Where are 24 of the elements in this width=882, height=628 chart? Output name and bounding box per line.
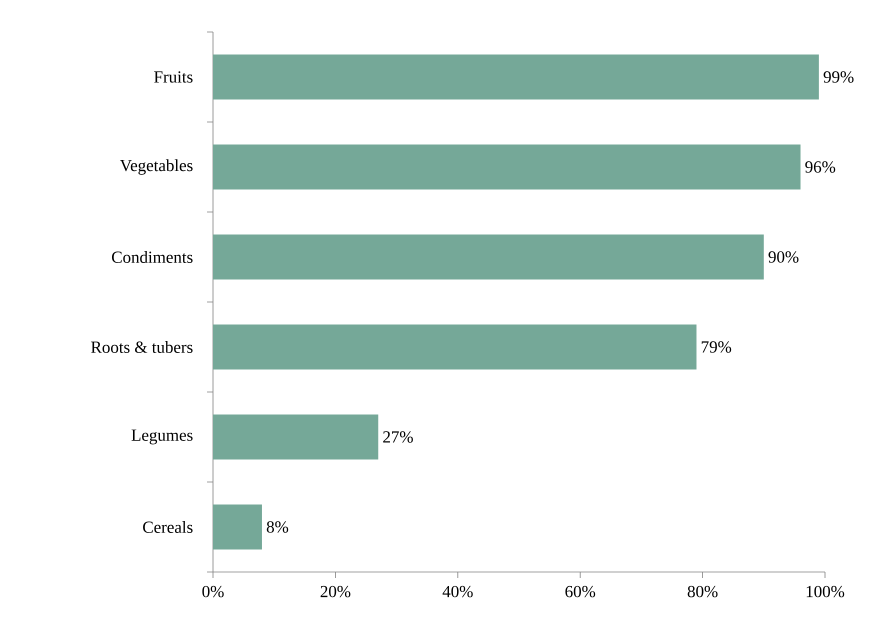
data-label: 8% bbox=[266, 521, 288, 533]
x-tick-label: 0% bbox=[202, 586, 224, 598]
data-label: 90% bbox=[768, 251, 798, 263]
bar bbox=[213, 54, 819, 100]
x-tick-label: 60% bbox=[565, 586, 596, 598]
bar bbox=[213, 504, 262, 550]
bar bbox=[213, 144, 801, 190]
data-label: 27% bbox=[383, 431, 413, 443]
x-tick-label: 40% bbox=[442, 586, 473, 598]
x-tick-label: 80% bbox=[688, 586, 718, 598]
x-tick-label: 100% bbox=[806, 586, 844, 598]
data-label: 96% bbox=[805, 161, 836, 173]
y-tick-label: Cereals bbox=[143, 521, 193, 533]
bar bbox=[213, 414, 378, 460]
y-tick-label: Roots & tubers bbox=[91, 341, 193, 353]
y-tick-label: Vegetables bbox=[120, 159, 193, 175]
bar bbox=[213, 324, 696, 370]
data-label: 99% bbox=[824, 71, 854, 83]
y-tick-label: Legumes bbox=[132, 430, 193, 444]
y-tick-label: Condiments bbox=[112, 251, 193, 263]
bar bbox=[213, 234, 764, 280]
x-tick-label: 20% bbox=[320, 586, 350, 598]
y-tick-label: Fruits bbox=[154, 71, 193, 83]
data-label: 79% bbox=[702, 341, 732, 353]
